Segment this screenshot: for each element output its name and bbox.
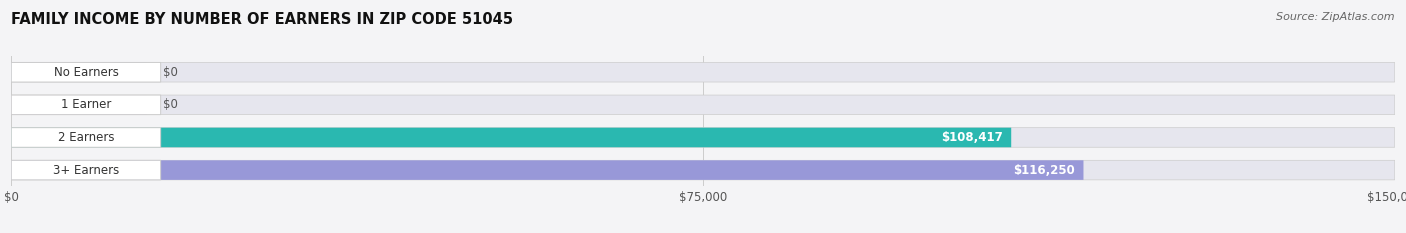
FancyBboxPatch shape — [11, 160, 1395, 180]
FancyBboxPatch shape — [11, 95, 160, 115]
FancyBboxPatch shape — [11, 95, 146, 115]
FancyBboxPatch shape — [11, 128, 1011, 147]
FancyBboxPatch shape — [11, 62, 146, 82]
FancyBboxPatch shape — [11, 160, 1084, 180]
Text: $0: $0 — [163, 66, 179, 79]
Text: 3+ Earners: 3+ Earners — [53, 164, 120, 177]
Text: $0: $0 — [163, 98, 179, 111]
Text: Source: ZipAtlas.com: Source: ZipAtlas.com — [1277, 12, 1395, 22]
FancyBboxPatch shape — [11, 128, 1395, 147]
FancyBboxPatch shape — [11, 62, 1395, 82]
Text: $108,417: $108,417 — [941, 131, 1002, 144]
Text: 1 Earner: 1 Earner — [60, 98, 111, 111]
FancyBboxPatch shape — [11, 62, 160, 82]
Text: 2 Earners: 2 Earners — [58, 131, 114, 144]
FancyBboxPatch shape — [11, 160, 160, 180]
FancyBboxPatch shape — [11, 128, 160, 147]
FancyBboxPatch shape — [11, 95, 1395, 115]
Text: No Earners: No Earners — [53, 66, 118, 79]
Text: $116,250: $116,250 — [1014, 164, 1076, 177]
Text: FAMILY INCOME BY NUMBER OF EARNERS IN ZIP CODE 51045: FAMILY INCOME BY NUMBER OF EARNERS IN ZI… — [11, 12, 513, 27]
